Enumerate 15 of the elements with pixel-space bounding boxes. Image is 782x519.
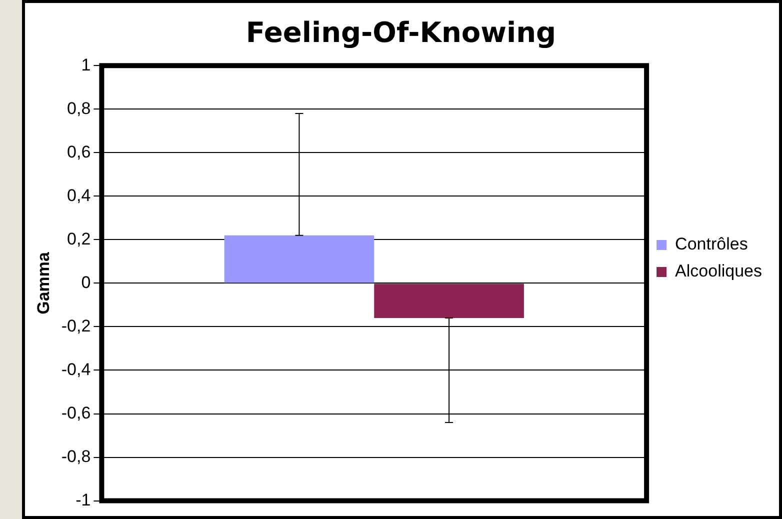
y-tick-label: -1: [76, 490, 91, 510]
y-tick-label: 0,4: [67, 186, 91, 205]
y-tick-label: -0,8: [61, 446, 91, 466]
legend-label: Alcooliques: [675, 262, 762, 281]
y-tick-label: 0: [81, 272, 91, 292]
y-tick-label: 0,8: [67, 98, 91, 118]
y-axis-title: Gamma: [34, 251, 53, 314]
y-tick-label: -0,4: [61, 360, 91, 379]
chart-title: Feeling-Of-Knowing: [246, 16, 556, 50]
y-tick-label: 0,2: [67, 229, 91, 248]
y-tick-label: 0,6: [67, 142, 91, 162]
y-tick-label: 1: [81, 55, 91, 74]
y-tick-label: -0,6: [61, 403, 91, 422]
legend-label: Contrôles: [675, 234, 748, 254]
y-tick-label: -0,2: [61, 316, 91, 336]
